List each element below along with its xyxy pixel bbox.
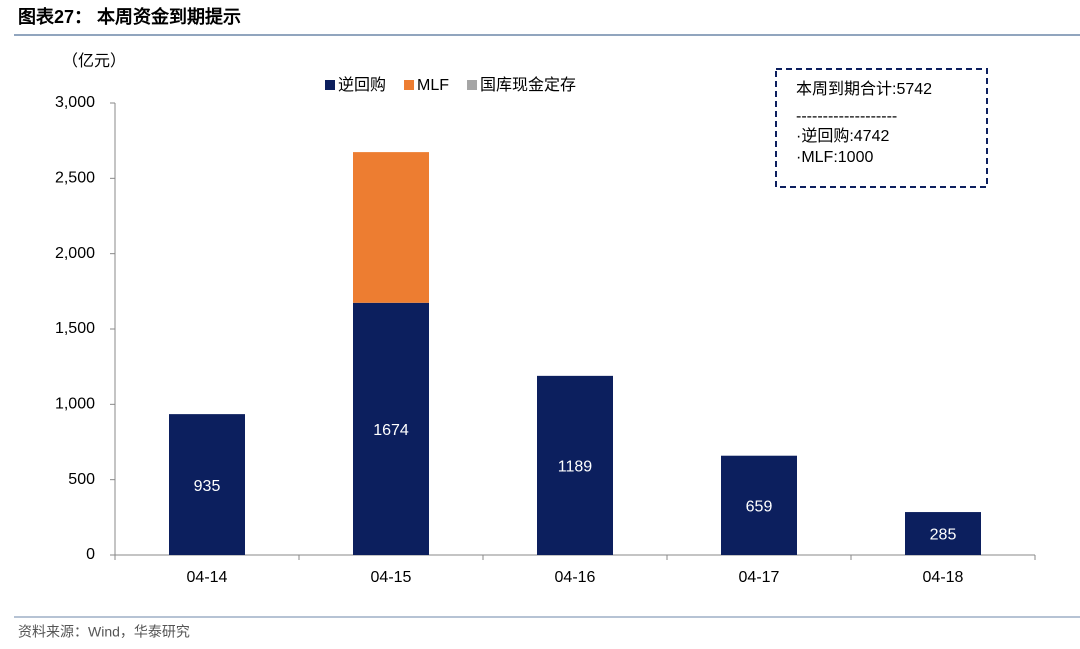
annotation-box [775,68,988,188]
legend-swatch [404,80,415,90]
y-tick-label: 2,500 [55,170,95,187]
bar [169,414,245,555]
legend-label: 逆回购 [338,76,386,94]
y-tick-label: 3,000 [55,94,95,111]
annotation-line: ·逆回购:4742 [796,127,889,145]
bar [353,302,429,555]
bar [537,375,613,555]
unit-label: （亿元） [62,52,126,70]
y-tick-label: 500 [68,471,95,488]
y-tick-label: 2,000 [55,245,95,262]
annotation-line: ------------------- [796,108,897,125]
legend-label: 国库现金定存 [480,76,576,94]
annotation-line: 本周到期合计:5742 [796,80,932,98]
x-tick-label: 04-14 [187,569,228,586]
legend-swatch [467,80,478,90]
data-label: 659 [746,499,773,516]
bar [353,152,429,303]
y-tick-label: 0 [86,546,95,563]
bar [905,512,981,555]
y-tick-label: 1,000 [55,396,95,413]
annotation-line: ·MLF:1000 [796,149,873,166]
x-tick-label: 04-17 [739,569,780,586]
data-label: 935 [194,478,221,495]
x-tick-label: 04-15 [371,569,412,586]
bar [721,455,797,555]
data-label: 285 [930,527,957,544]
x-tick-label: 04-18 [923,569,964,586]
y-tick-label: 1,500 [55,320,95,337]
data-label: 1189 [558,459,593,476]
chart-title: 图表27： 本周资金到期提示 [18,6,241,27]
legend-swatch [325,80,335,90]
source: 资料来源：Wind，华泰研究 [18,624,190,640]
x-tick-label: 04-16 [555,569,596,586]
legend-label: MLF [417,77,449,94]
data-label: 1674 [373,422,409,439]
